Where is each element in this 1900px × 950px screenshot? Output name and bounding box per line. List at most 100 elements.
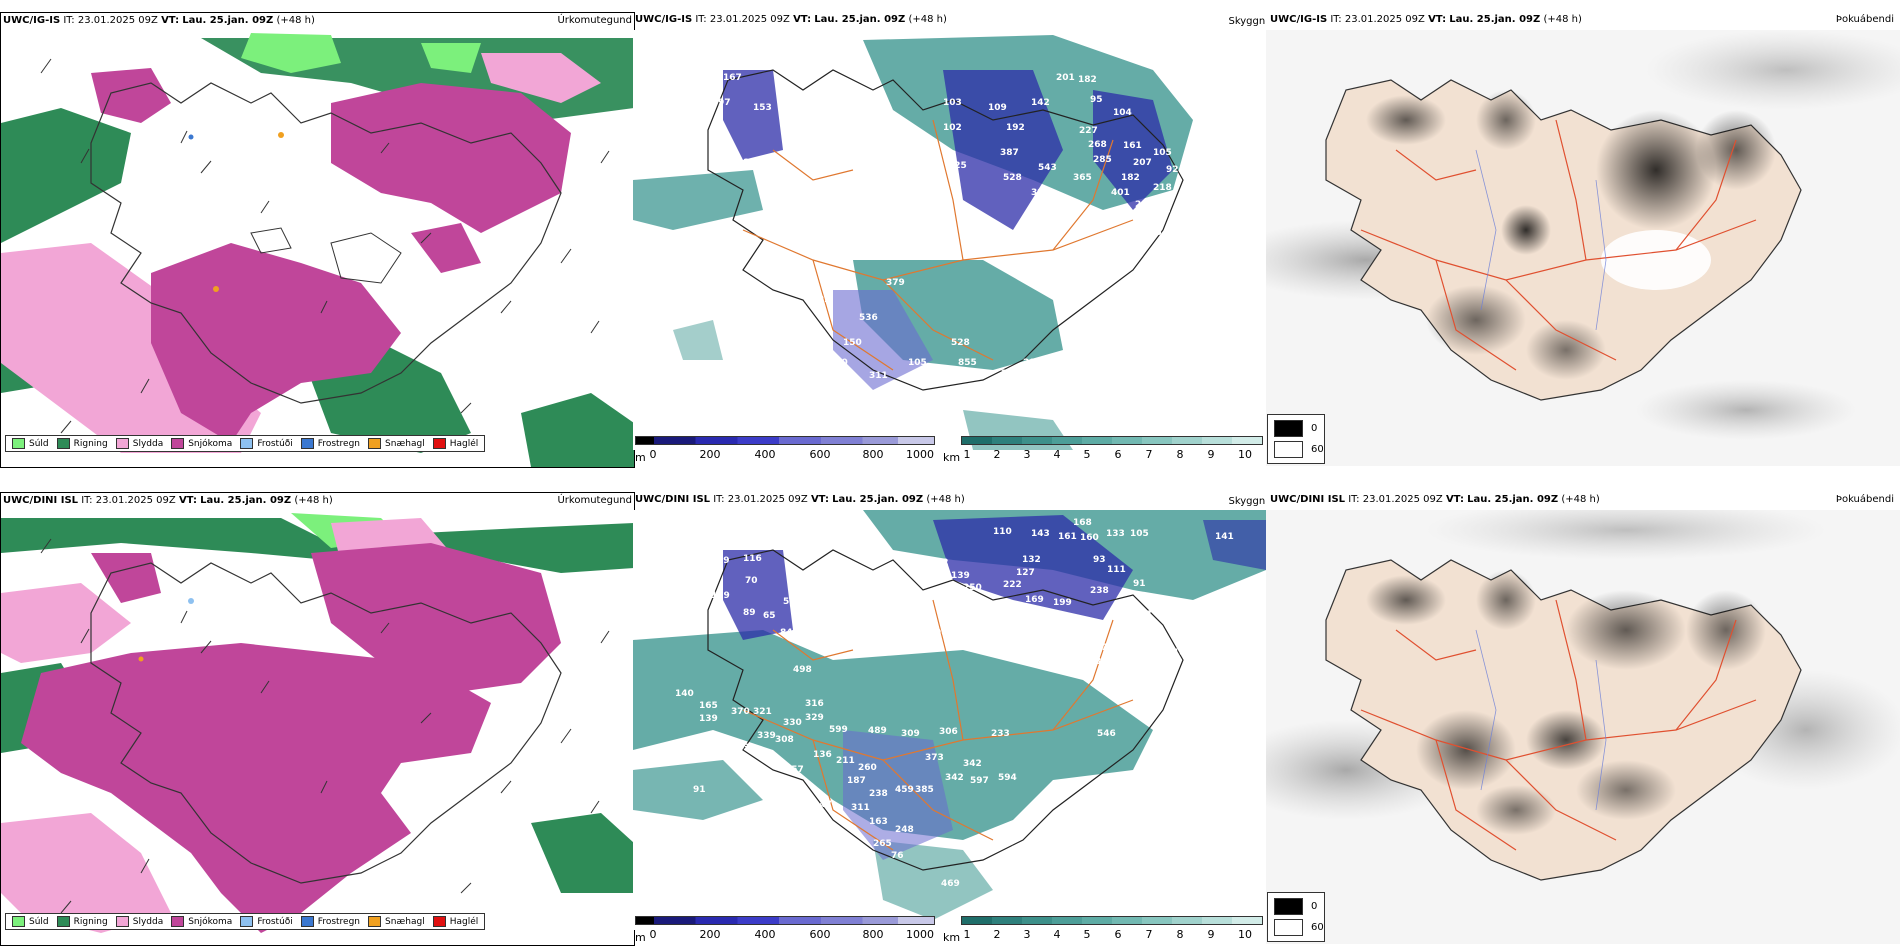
cloud-base-label: 339 <box>757 731 776 741</box>
cloud-base-label: 76 <box>891 851 904 861</box>
fog-legend: 0 60 <box>1267 414 1325 464</box>
cloud-base-label: 137 <box>928 393 947 403</box>
cloud-base-label: 78 <box>1158 206 1171 216</box>
legend-label: Rigning <box>73 438 108 449</box>
cloud-base-label: 370 <box>731 707 750 717</box>
colorbar-tick: 7 <box>1145 928 1153 941</box>
cloud-base-label: 599 <box>829 725 848 735</box>
cloud-base-label: 597 <box>970 776 989 786</box>
cloud-base-label: 222 <box>1003 580 1022 590</box>
cloud-base-label: 238 <box>1090 586 1109 596</box>
model-name: UWC/IG-IS <box>635 14 693 25</box>
fog-map <box>1266 510 1900 944</box>
colorbar-tick: 5 <box>1083 448 1091 461</box>
legend-label: Snjókoma <box>188 438 233 449</box>
cloud-base-label: 211 <box>836 756 855 766</box>
cloud-base-label: 95 <box>1090 95 1103 105</box>
lead-time: (+48 h) <box>294 495 333 506</box>
cloud-base-label: 546 <box>1097 729 1116 739</box>
colorbar-tick: 600 <box>809 448 831 461</box>
it-label: IT: <box>695 14 707 25</box>
cloud-base-label: 192 <box>1006 123 1025 133</box>
cloud-base-label: 57 <box>1111 417 1124 427</box>
cloud-base-label: 260 <box>858 763 877 773</box>
visibility-colorbar: km 1 2 3 4 5 6 7 8 9 10 <box>943 436 1263 464</box>
colorbar-tick: 800 <box>862 928 884 941</box>
cloud-base-label: 233 <box>991 729 1010 739</box>
panel-label: Þokuábendi <box>1835 494 1894 505</box>
it-label: IT: <box>1330 14 1342 25</box>
cloud-base-label: 160 <box>673 253 692 263</box>
cloud-base-label: 831 <box>737 743 756 753</box>
panel-title: UWC/DINI ISL IT: 23.01.2025 09Z VT: Lau.… <box>1270 494 1600 505</box>
colorbar-tick: 400 <box>754 928 776 941</box>
cloud-base-label: 528 <box>951 338 970 348</box>
cloud-base-label: 143 <box>1031 529 1050 539</box>
cloud-base-label: 238 <box>869 789 888 799</box>
cloud-base-label: 182 <box>1078 75 1097 85</box>
cloud-base-label: 139 <box>951 571 970 581</box>
vt-label: VT: <box>793 14 812 25</box>
legend-label: 0 <box>1311 423 1318 434</box>
cloud-base-label: 322 <box>1055 206 1074 216</box>
vt-label: VT: <box>161 15 180 26</box>
vt-label: VT: <box>1445 494 1464 505</box>
panel-title: UWC/DINI ISL IT: 23.01.2025 09Z VT: Lau.… <box>3 495 333 506</box>
cloud-base-label: 230 <box>1135 200 1154 210</box>
colorbar-tick: 7 <box>1145 448 1153 461</box>
model-name: UWC/IG-IS <box>3 15 61 26</box>
it-label: IT: <box>63 15 75 26</box>
legend-label: 60 <box>1311 922 1324 933</box>
cloud-base-label: 116 <box>743 554 762 564</box>
model-name: UWC/DINI ISL <box>3 495 79 506</box>
model-name: UWC/DINI ISL <box>1270 494 1346 505</box>
precip-legend: Súld Rigning Slydda Snjókoma Frostúði Fr… <box>5 435 486 452</box>
panel-label: Skyggni <box>1228 16 1266 27</box>
fog-legend-row: 60 <box>1274 919 1324 936</box>
cloud-base-label: 105 <box>1153 148 1172 158</box>
it-value: 23.01.2025 09Z <box>1362 494 1443 505</box>
panel-title: UWC/IG-IS IT: 23.01.2025 09Z VT: Lau. 25… <box>635 14 947 25</box>
legend-label: Snæhagl <box>385 438 425 449</box>
cloud-base-label: 70 <box>745 576 758 586</box>
fog-indicator-panel-2: UWC/DINI ISL IT: 23.01.2025 09Z VT: Lau.… <box>1266 492 1900 944</box>
cloud-base-label: 40 <box>883 131 896 141</box>
cloud-base-label: 89 <box>717 556 730 566</box>
cloud-base-label: 536 <box>859 313 878 323</box>
cloud-base-label: 84 <box>780 628 793 638</box>
legend-item-freezing-drizzle: Frostúði <box>240 916 293 927</box>
colorbar-tick: 0 <box>649 448 657 461</box>
cloud-base-label: 136 <box>813 750 832 760</box>
cloud-base-label: 329 <box>805 713 824 723</box>
cloud-base-label: 469 <box>941 879 960 889</box>
cloud-base-label: 321 <box>908 408 927 418</box>
cloud-base-label: 165 <box>699 701 718 711</box>
colorbar-tick: 4 <box>1053 928 1061 941</box>
cloud-base-label: 342 <box>963 759 982 769</box>
colorbar-tick: 6 <box>1114 928 1122 941</box>
cloud-base-label: 83 <box>1188 168 1201 178</box>
cloud-base-label: 218 <box>1153 183 1172 193</box>
cloud-base-label: 459 <box>895 785 914 795</box>
panel-label: Þokuábendi <box>1835 14 1894 25</box>
panel-title: UWC/IG-IS IT: 23.01.2025 09Z VT: Lau. 25… <box>3 15 315 26</box>
legend-label: Súld <box>29 438 49 449</box>
cloud-base-label: 98 <box>935 628 948 638</box>
cloud-base-label: 401 <box>1111 188 1130 198</box>
cloud-base-label: 105 <box>1130 529 1149 539</box>
cloud-base-label: 169 <box>1025 595 1044 605</box>
cloud-base-label: 153 <box>753 103 772 113</box>
vt-label: VT: <box>1428 14 1447 25</box>
legend-label: 60 <box>1311 444 1324 455</box>
cloud-base-label: 184 <box>855 851 874 861</box>
fog-legend-row: 0 <box>1274 898 1317 915</box>
cloud-base-label: 91 <box>693 785 706 795</box>
legend-label: Snjókoma <box>188 916 233 927</box>
precip-legend: Súld Rigning Slydda Snjókoma Frostúði Fr… <box>5 913 486 930</box>
precip-map <box>1 493 634 945</box>
legend-item-sleet: Slydda <box>115 916 163 927</box>
cloud-base-label: 10 <box>983 248 996 258</box>
colorbar-tick: 400 <box>754 448 776 461</box>
cloud-base-label: 103 <box>943 98 962 108</box>
cloud-base-label: 309 <box>901 729 920 739</box>
